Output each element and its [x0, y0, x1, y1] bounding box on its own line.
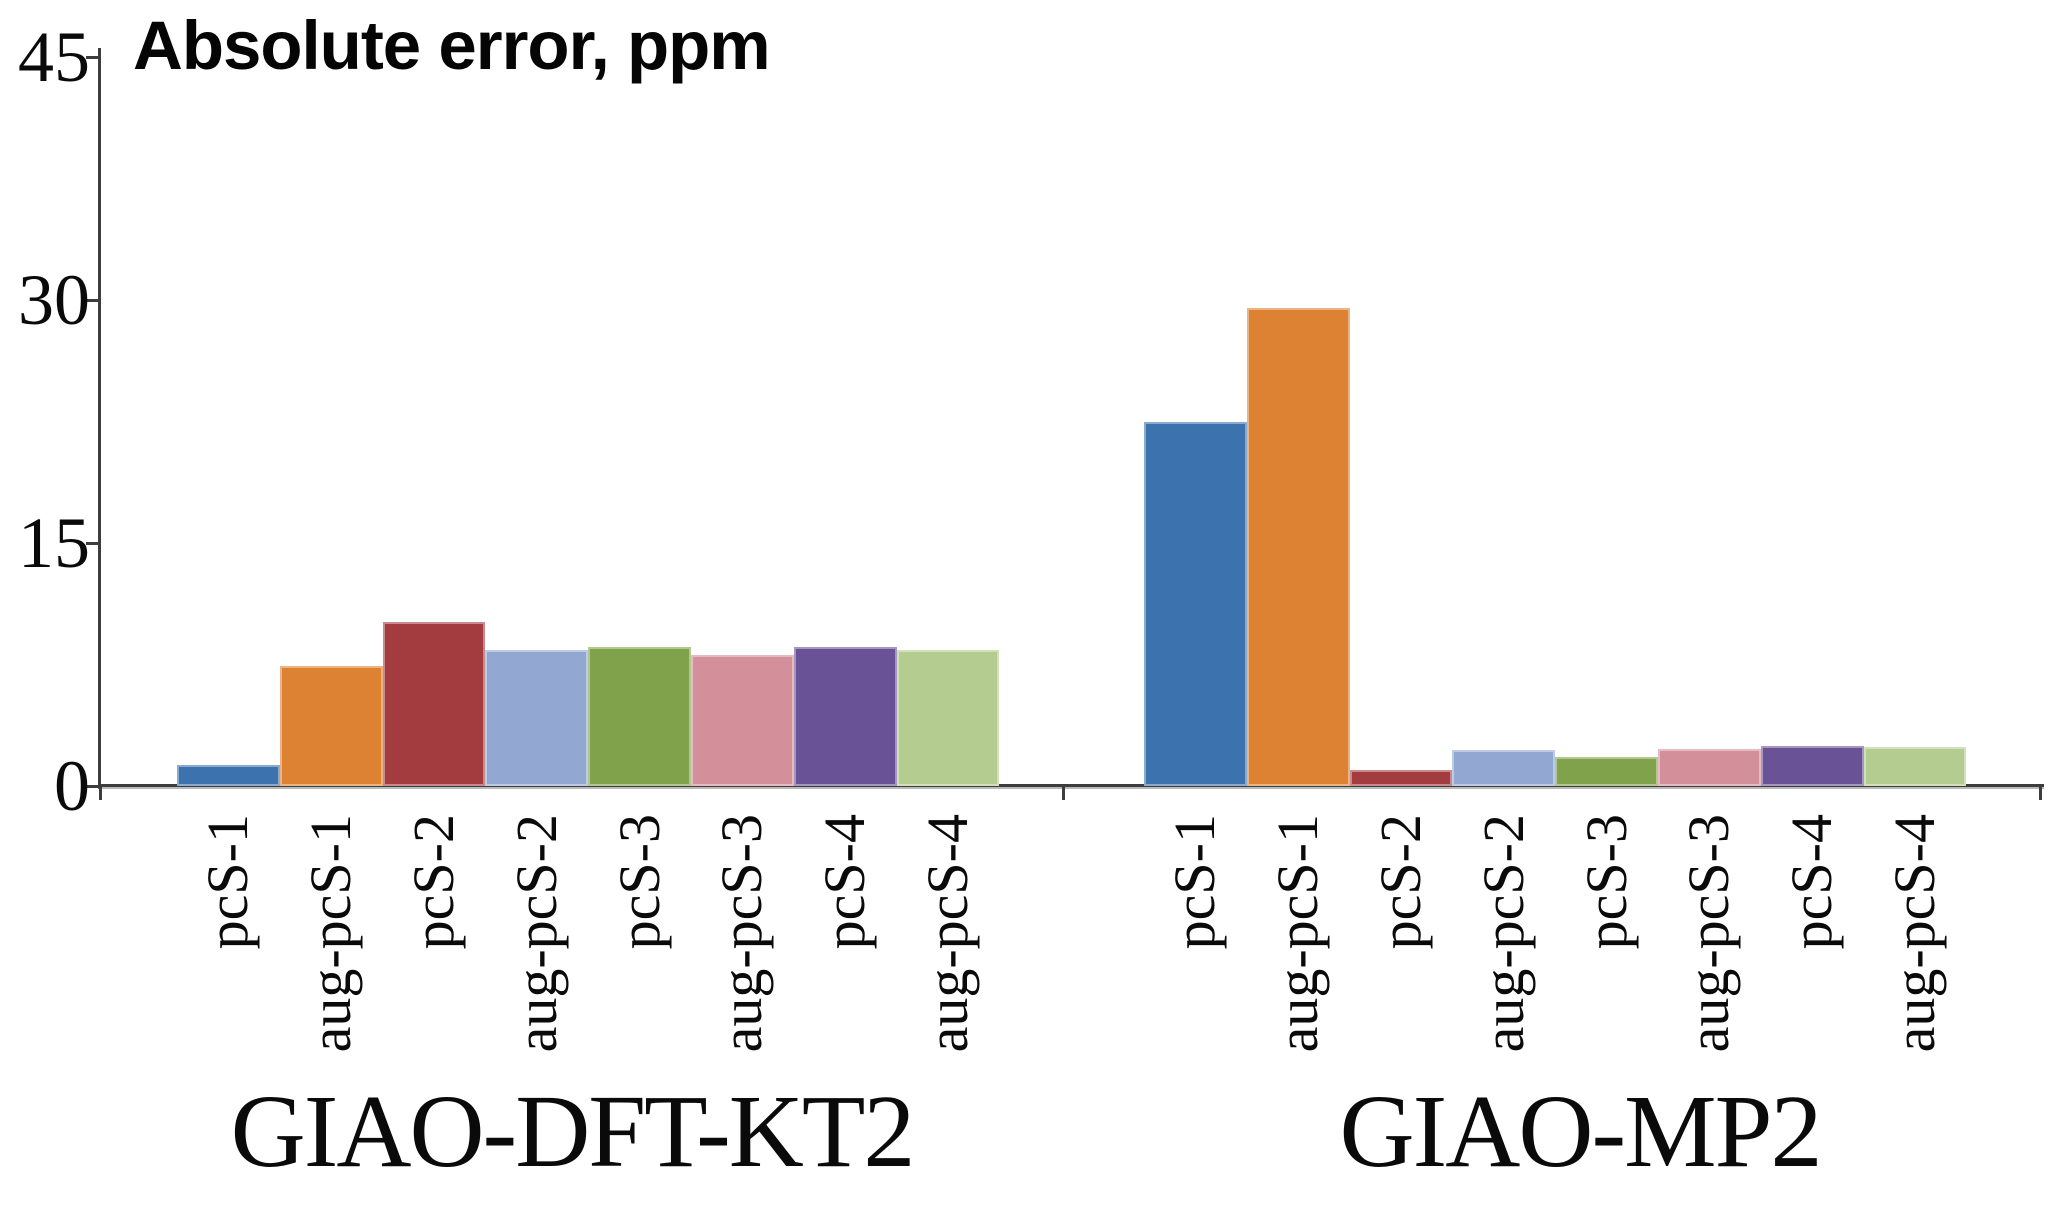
y-tick-label: 15: [18, 503, 90, 583]
x-category-label: pcS-2: [401, 814, 466, 950]
x-category-label: aug-pcS-4: [915, 814, 980, 1053]
x-category-label: aug-pcS-2: [503, 814, 569, 1053]
x-axis: [98, 784, 2044, 787]
bar-GIAO-MP2-aug-pcS-3: [1658, 748, 1761, 786]
y-tick-label: 0: [54, 746, 90, 826]
bar-GIAO-DFT-KT2-pcS-4: [793, 646, 897, 786]
bar-GIAO-DFT-KT2-pcS-2: [382, 622, 486, 786]
x-tick: [98, 787, 102, 800]
bar-GIAO-MP2-pcS-2: [1349, 769, 1453, 786]
chart-title: Absolute error, ppm: [133, 7, 771, 84]
x-category-label: aug-pcS-3: [709, 814, 775, 1053]
y-tick-label: 45: [18, 17, 90, 97]
bar-GIAO-DFT-KT2-pcS-3: [588, 646, 691, 786]
x-category-label: aug-pcS-1: [298, 814, 364, 1053]
x-category-label: pcS-2: [1368, 814, 1433, 950]
x-category-label: pcS-3: [1573, 814, 1639, 950]
x-category-label: aug-pcS-2: [1470, 814, 1536, 1053]
bar-GIAO-DFT-KT2-aug-pcS-3: [691, 654, 794, 786]
x-category-label: pcS-1: [195, 814, 261, 950]
y-tick: [86, 542, 99, 545]
bar-GIAO-MP2-aug-pcS-2: [1452, 750, 1556, 786]
x-category-label: aug-pcS-1: [1265, 814, 1331, 1053]
y-tick: [86, 785, 99, 788]
bar-GIAO-MP2-pcS-3: [1555, 756, 1658, 786]
group-label-giao-dft-kt2: GIAO-DFT-KT2: [230, 1074, 916, 1189]
y-axis: [98, 48, 101, 789]
bar-GIAO-MP2-aug-pcS-1: [1246, 308, 1350, 786]
y-tick: [86, 56, 99, 59]
group-label-giao-mp2: GIAO-MP2: [1339, 1074, 1823, 1189]
bar-GIAO-DFT-KT2-aug-pcS-4: [896, 649, 1000, 786]
y-tick-label: 30: [18, 260, 90, 340]
x-category-label: pcS-3: [606, 814, 672, 950]
bar-GIAO-DFT-KT2-aug-pcS-1: [279, 666, 383, 786]
x-tick: [1062, 787, 1065, 800]
bar-GIAO-MP2-pcS-4: [1760, 745, 1864, 786]
bar-GIAO-MP2-pcS-1: [1144, 421, 1247, 786]
bar-GIAO-DFT-KT2-pcS-1: [177, 764, 280, 786]
x-category-label: pcS-1: [1162, 814, 1228, 950]
x-category-label: pcS-4: [812, 814, 878, 950]
x-category-label: pcS-4: [1779, 814, 1845, 950]
x-category-label: aug-pcS-4: [1882, 814, 1947, 1053]
x-tick: [2039, 787, 2042, 800]
y-tick: [86, 299, 99, 302]
x-category-label: aug-pcS-3: [1676, 814, 1742, 1053]
bar-GIAO-MP2-aug-pcS-4: [1863, 747, 1967, 786]
bar-GIAO-DFT-KT2-aug-pcS-2: [485, 649, 589, 786]
